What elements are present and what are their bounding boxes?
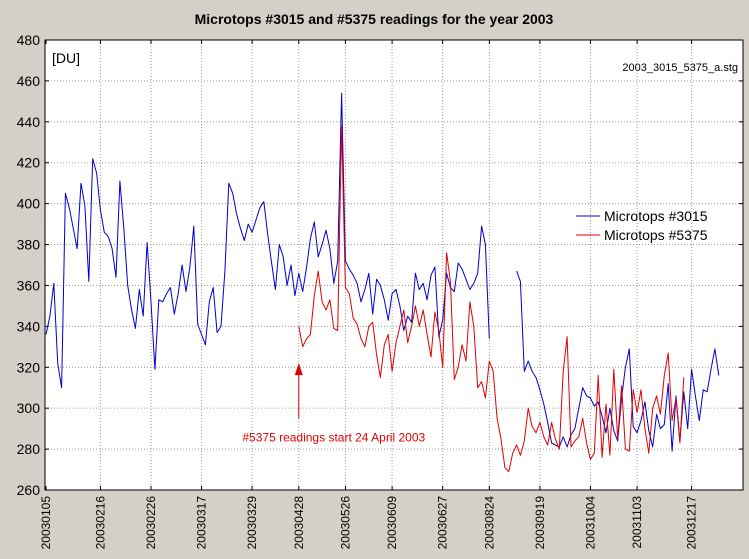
y-tick-label: 340	[17, 318, 41, 334]
x-tick-label: 20030105	[39, 496, 53, 550]
annotation: #5375 readings start 24 April 2003	[242, 363, 426, 444]
x-tick-label: 20030216	[93, 496, 107, 550]
series-line-segment	[298, 125, 685, 473]
y-tick-label: 360	[17, 277, 41, 293]
x-tick-label: 20030329	[245, 496, 259, 550]
legend: Microtops #3015 Microtops #5375	[576, 208, 708, 243]
x-tick-label: 20030627	[436, 496, 450, 550]
y-tick-label: 480	[17, 32, 41, 48]
x-tick-label: 20030609	[385, 496, 399, 550]
annotation-text: #5375 readings start 24 April 2003	[242, 430, 425, 444]
file-label: 2003_3015_5375_a.stg	[622, 62, 738, 74]
series-microtops-5375	[298, 125, 685, 473]
legend-label-microtops-5375: Microtops #5375	[604, 227, 708, 243]
y-tick-label: 260	[17, 482, 41, 498]
y-tick-label: 460	[17, 73, 41, 89]
x-tick-label: 20030919	[533, 496, 547, 550]
x-tick-label: 20030226	[144, 496, 158, 550]
x-tick-label: 20031004	[583, 496, 597, 550]
plot-area	[44, 39, 744, 491]
x-tick-label: 20030428	[292, 496, 306, 550]
series-line-segment	[516, 270, 720, 452]
y-tick-label: 300	[17, 400, 41, 416]
x-tick-label: 20030824	[482, 496, 496, 550]
y-tick-label: 400	[17, 196, 41, 212]
x-axis: 20030105 20030216 20030226 20030317 20030329…	[39, 40, 699, 549]
y-tick-label: 380	[17, 237, 41, 253]
y-axis: 260 280 300 320 340 360 380 400 420 440 460 480	[17, 32, 743, 498]
chart-title: Microtops #3015 and #5375 readings for t…	[195, 11, 554, 27]
x-tick-label: 20030526	[338, 496, 352, 550]
series-line-segment	[45, 92, 490, 389]
legend-label-microtops-3015: Microtops #3015	[604, 208, 708, 224]
x-tick-label: 20031217	[685, 496, 699, 550]
y-tick-label: 440	[17, 114, 41, 130]
y-tick-label: 420	[17, 155, 41, 171]
series-layer	[45, 92, 720, 473]
annotation-arrow-head	[294, 363, 303, 376]
unit-label: [DU]	[52, 50, 80, 66]
series-microtops-3015	[45, 92, 720, 452]
x-tick-label: 20031103	[630, 496, 644, 549]
y-tick-label: 280	[17, 441, 41, 457]
x-tick-label: 20030317	[195, 496, 209, 550]
y-tick-label: 320	[17, 359, 41, 375]
